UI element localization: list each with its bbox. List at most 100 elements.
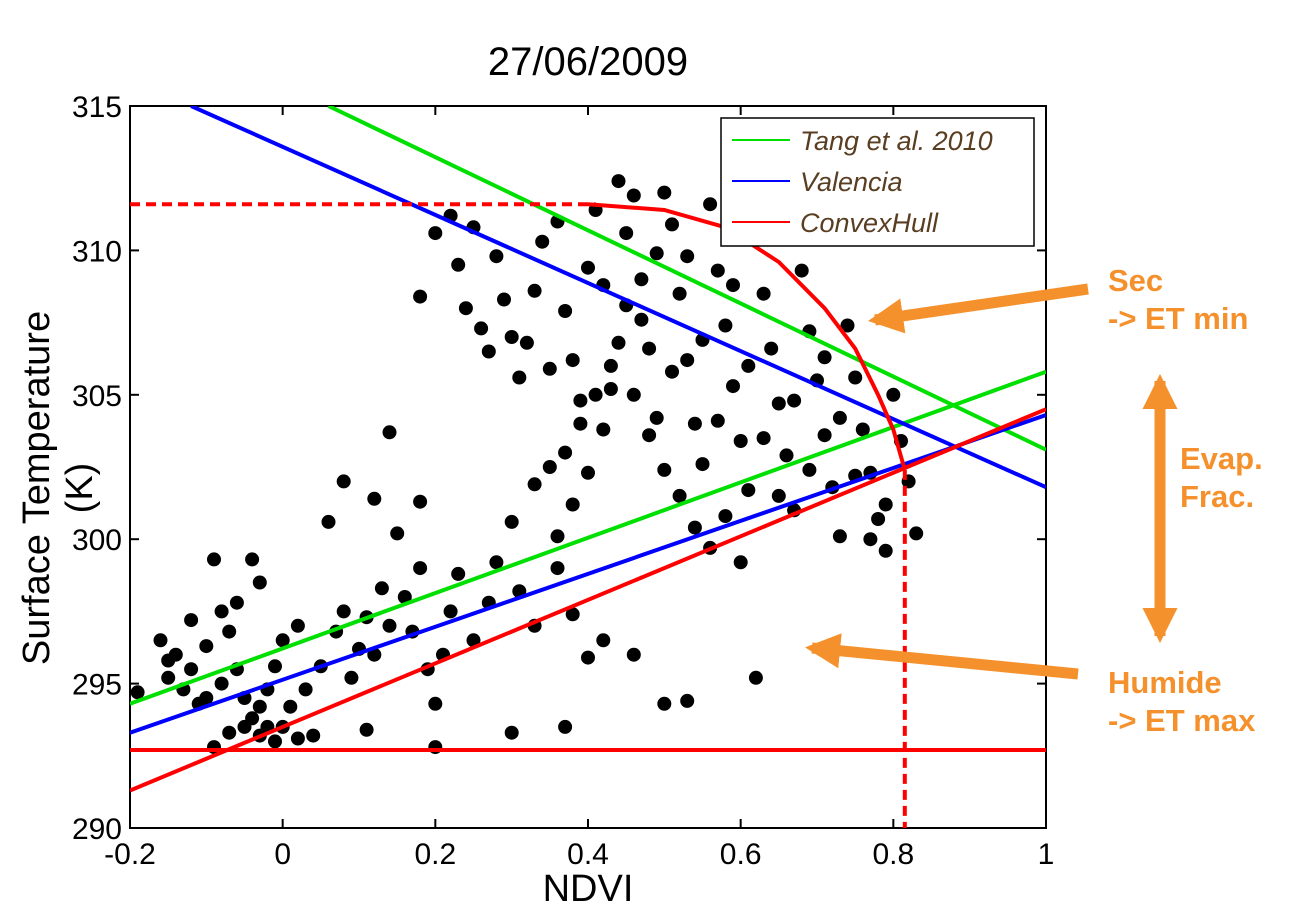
scatter-point-107 — [649, 410, 664, 425]
scatter-point-149 — [718, 509, 733, 524]
scatter-point-93 — [542, 361, 557, 376]
scatter-point-142 — [611, 335, 626, 350]
scatter-point-53 — [451, 566, 466, 581]
legend: Tang et al. 2010 Valencia ConvexHull — [720, 117, 1035, 247]
scatter-point-104 — [626, 188, 641, 203]
scatter-point-31 — [184, 613, 199, 628]
annotation-sec-line1: Sec — [1108, 263, 1164, 298]
scatter-point-21 — [237, 719, 252, 734]
scatter-point-124 — [779, 448, 794, 463]
scatter-point-141 — [909, 526, 924, 541]
scatter-point-39 — [344, 670, 359, 685]
scatter-point-29 — [229, 595, 244, 610]
scatter-point-86 — [489, 249, 504, 264]
scatter-point-147 — [687, 520, 702, 535]
scatter-point-32 — [161, 653, 176, 668]
scatter-point-177 — [542, 460, 557, 474]
scatter-point-60 — [550, 561, 565, 576]
scatter-point-8 — [214, 604, 229, 619]
scatter-point-50 — [428, 696, 443, 711]
scatter-point-112 — [687, 416, 702, 431]
scatter-point-64 — [626, 647, 641, 662]
scatter-point-159 — [741, 358, 756, 373]
x-tick-label-1: 0 — [274, 838, 291, 871]
scatter-point-118 — [733, 434, 748, 448]
scatter-point-154 — [550, 529, 565, 544]
scatter-point-63 — [596, 633, 611, 648]
x-tick-label-0: -0.2 — [104, 838, 156, 871]
x-tick-label-6: 1 — [1038, 838, 1055, 871]
scatter-point-72 — [382, 425, 397, 440]
scatter-point-132 — [840, 318, 855, 333]
scatter-points — [130, 174, 924, 755]
scatter-point-102 — [611, 174, 626, 189]
scatter-point-79 — [428, 226, 443, 241]
scatter-point-46 — [397, 590, 412, 604]
scatter-point-115 — [710, 263, 725, 278]
annotation-sec-line2: -> ET min — [1108, 301, 1249, 336]
annotation-humide-line2: -> ET max — [1108, 703, 1256, 738]
scatter-point-71 — [413, 494, 428, 509]
scatter-point-121 — [756, 286, 771, 301]
annotation-evap-frac-line1: Evap. — [1180, 441, 1263, 476]
y-axis-label: Surface Temperature (K) — [16, 310, 101, 666]
y-tick-label-3: 305 — [72, 380, 122, 413]
scatter-point-81 — [451, 257, 466, 272]
series-2-line-1 — [130, 407, 1046, 793]
scatter-point-164 — [817, 350, 832, 365]
x-tick-label-3: 0.4 — [567, 838, 609, 871]
scatter-point-122 — [764, 341, 779, 356]
y-tick-label-5: 315 — [72, 91, 122, 124]
scatter-point-28 — [252, 575, 267, 590]
scatter-point-96 — [565, 353, 580, 368]
scatter-point-90 — [519, 335, 534, 350]
scatter-point-69 — [336, 474, 351, 489]
scatter-point-117 — [726, 379, 740, 394]
scatter-point-105 — [634, 272, 649, 287]
series-1-line-1 — [130, 413, 1046, 735]
scatter-point-151 — [596, 422, 611, 437]
scatter-point-82 — [458, 301, 473, 316]
scatter-point-161 — [771, 488, 786, 503]
scatter-point-45 — [390, 526, 405, 541]
scatter-point-129 — [817, 428, 832, 443]
scatter-point-152 — [581, 465, 595, 480]
scatter-point-97 — [573, 393, 588, 408]
scatter-point-57 — [504, 514, 519, 529]
scatter-point-35 — [298, 682, 313, 697]
scatter-point-0 — [130, 685, 145, 700]
scatter-point-24 — [268, 659, 282, 674]
scatter-point-174 — [588, 387, 603, 402]
fit-lines — [130, 106, 1046, 828]
scatter-point-134 — [855, 422, 870, 437]
scatter-point-68 — [321, 514, 336, 529]
scatter-point-143 — [626, 387, 641, 402]
annotation-humide: Humide -> ET max — [1108, 664, 1255, 740]
scatter-point-178 — [527, 477, 542, 492]
scatter-point-5 — [184, 662, 199, 677]
legend-label-0: Tang et al. 2010 — [800, 126, 993, 156]
annotation-humide-line1: Humide — [1108, 665, 1222, 700]
scatter-point-25 — [275, 633, 290, 648]
annotation-arrows — [804, 283, 1178, 680]
scatter-point-56 — [489, 555, 504, 570]
series-1-line-0 — [190, 106, 1046, 490]
scatter-point-162 — [787, 393, 802, 408]
scatter-point-176 — [558, 445, 573, 460]
scatter-point-66 — [680, 693, 695, 708]
scatter-point-165 — [832, 410, 847, 425]
scatter-point-150 — [733, 555, 748, 570]
scatter-point-43 — [374, 581, 389, 596]
scatter-point-54 — [466, 633, 481, 648]
scatter-point-91 — [527, 283, 542, 298]
annotation-evap-frac: Evap. Frac. — [1180, 440, 1263, 516]
scatter-point-114 — [703, 197, 718, 212]
scatter-point-144 — [642, 428, 657, 443]
y-tick-label-2: 300 — [72, 524, 122, 557]
scatter-point-158 — [710, 413, 725, 428]
scatter-point-137 — [878, 543, 893, 558]
scatter-point-116 — [718, 318, 733, 333]
scatter-point-163 — [802, 462, 817, 477]
scatter-point-89 — [512, 370, 527, 385]
scatter-point-131 — [832, 529, 847, 544]
